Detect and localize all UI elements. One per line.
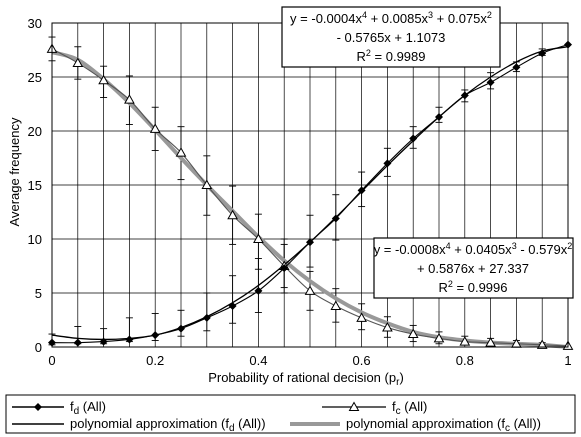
equation-box-fd-frame [281, 6, 501, 68]
point-fd [254, 286, 263, 295]
point-fd [460, 91, 469, 100]
x-tick-label: 0.6 [353, 353, 371, 368]
x-tick-label: 0.2 [146, 353, 164, 368]
y-tick-label: 20 [28, 124, 42, 139]
error-bars [48, 36, 546, 347]
legend-swatch-fc-marker [348, 401, 360, 411]
point-fc [304, 285, 316, 295]
equation-fd-line-2: - 0.5765x + 1.1073 [337, 30, 446, 45]
point-fd [331, 214, 340, 223]
point-fd [383, 159, 392, 168]
point-fc [98, 74, 109, 85]
point-fd [409, 134, 418, 143]
equation-box-fd: y = -0.0004x4 + 0.0085x3 + 0.075x2 - 0.5… [281, 6, 501, 68]
legend-label-fd: fd (All) [70, 399, 106, 417]
x-axis-title-end: ) [399, 370, 403, 385]
legend-frame [5, 394, 576, 434]
legend-swatch-fd-marker [34, 403, 42, 411]
tick-labels: 0 5 10 15 20 25 30 0 0.2 0.4 0.6 0.8 1 [28, 16, 572, 368]
y-tick-label: 15 [28, 178, 42, 193]
point-fd [202, 313, 211, 322]
x-tick-label: 0.8 [456, 353, 474, 368]
point-fc [124, 94, 135, 104]
point-fd [125, 335, 134, 344]
point-fd [512, 63, 521, 72]
point-fd [151, 331, 160, 340]
equation-fc-line-2: + 0.5876x + 27.337 [417, 261, 529, 276]
equation-box-fc: y = -0.0008x4 + 0.0405x3 - 0.579x2 + 0.5… [373, 237, 574, 299]
point-fd [73, 338, 82, 347]
point-fc [175, 147, 187, 157]
x-axis-title: Probability of rational decision (pr) [208, 370, 404, 388]
x-axis-title-sub: r [396, 377, 400, 388]
legend: fd (All) fc (All) polynomial approximati… [5, 394, 576, 434]
y-tick-label: 5 [35, 286, 42, 301]
point-fc [356, 312, 367, 322]
legend-item-fc: fc (All) [322, 399, 427, 417]
legend-label-poly-fd: polynomial approximation (fd (All)) [70, 416, 266, 434]
point-fd [357, 186, 366, 195]
equation-fd-line-1: y = -0.0004x4 + 0.0085x3 + 0.075x2 [290, 10, 492, 26]
point-fc [149, 123, 161, 133]
y-tick-label: 10 [28, 232, 42, 247]
legend-item-poly-fd: polynomial approximation (fd (All)) [12, 416, 266, 434]
x-tick-label: 1 [564, 353, 571, 368]
equation-fc-line-3: R2 = 0.9996 [439, 279, 508, 295]
equation-box-fc-frame [373, 237, 574, 299]
point-fc [433, 332, 445, 343]
point-fc [201, 179, 213, 189]
legend-item-fd: fd (All) [12, 399, 106, 417]
point-fd [538, 49, 547, 58]
point-fc [382, 322, 393, 332]
legend-item-poly-fc: polynomial approximation (fc (All)) [290, 416, 541, 434]
point-fc [330, 300, 342, 310]
point-fc [536, 339, 548, 349]
point-fd [177, 324, 185, 333]
point-fc [407, 328, 419, 339]
y-tick-label: 0 [35, 340, 42, 355]
equation-fc-line-1: y = -0.0008x4 + 0.0405x3 - 0.579x2 [374, 241, 573, 257]
series-markers [46, 40, 574, 350]
point-fd [435, 112, 443, 121]
y-tick-label: 30 [28, 16, 42, 31]
point-fc [253, 233, 264, 243]
point-fc [72, 57, 84, 67]
point-fc [227, 209, 238, 220]
point-fd [306, 238, 314, 247]
point-fc [459, 336, 471, 346]
x-tick-label: 0.4 [249, 353, 267, 368]
x-tick-label: 0 [48, 353, 55, 368]
point-fd [486, 78, 495, 87]
y-tick-label: 25 [28, 70, 42, 85]
x-axis-title-main: Probability of rational decision (p [208, 370, 396, 385]
legend-label-fc: fc (All) [392, 399, 427, 417]
point-fd [99, 337, 108, 346]
point-fc [485, 337, 496, 347]
y-axis-title: Average frequency [7, 117, 22, 226]
point-fd [280, 264, 289, 273]
legend-label-poly-fc: polynomial approximation (fc (All)) [346, 416, 541, 434]
point-fd [228, 301, 237, 310]
equation-fd-line-3: R2 = 0.9989 [357, 48, 426, 64]
